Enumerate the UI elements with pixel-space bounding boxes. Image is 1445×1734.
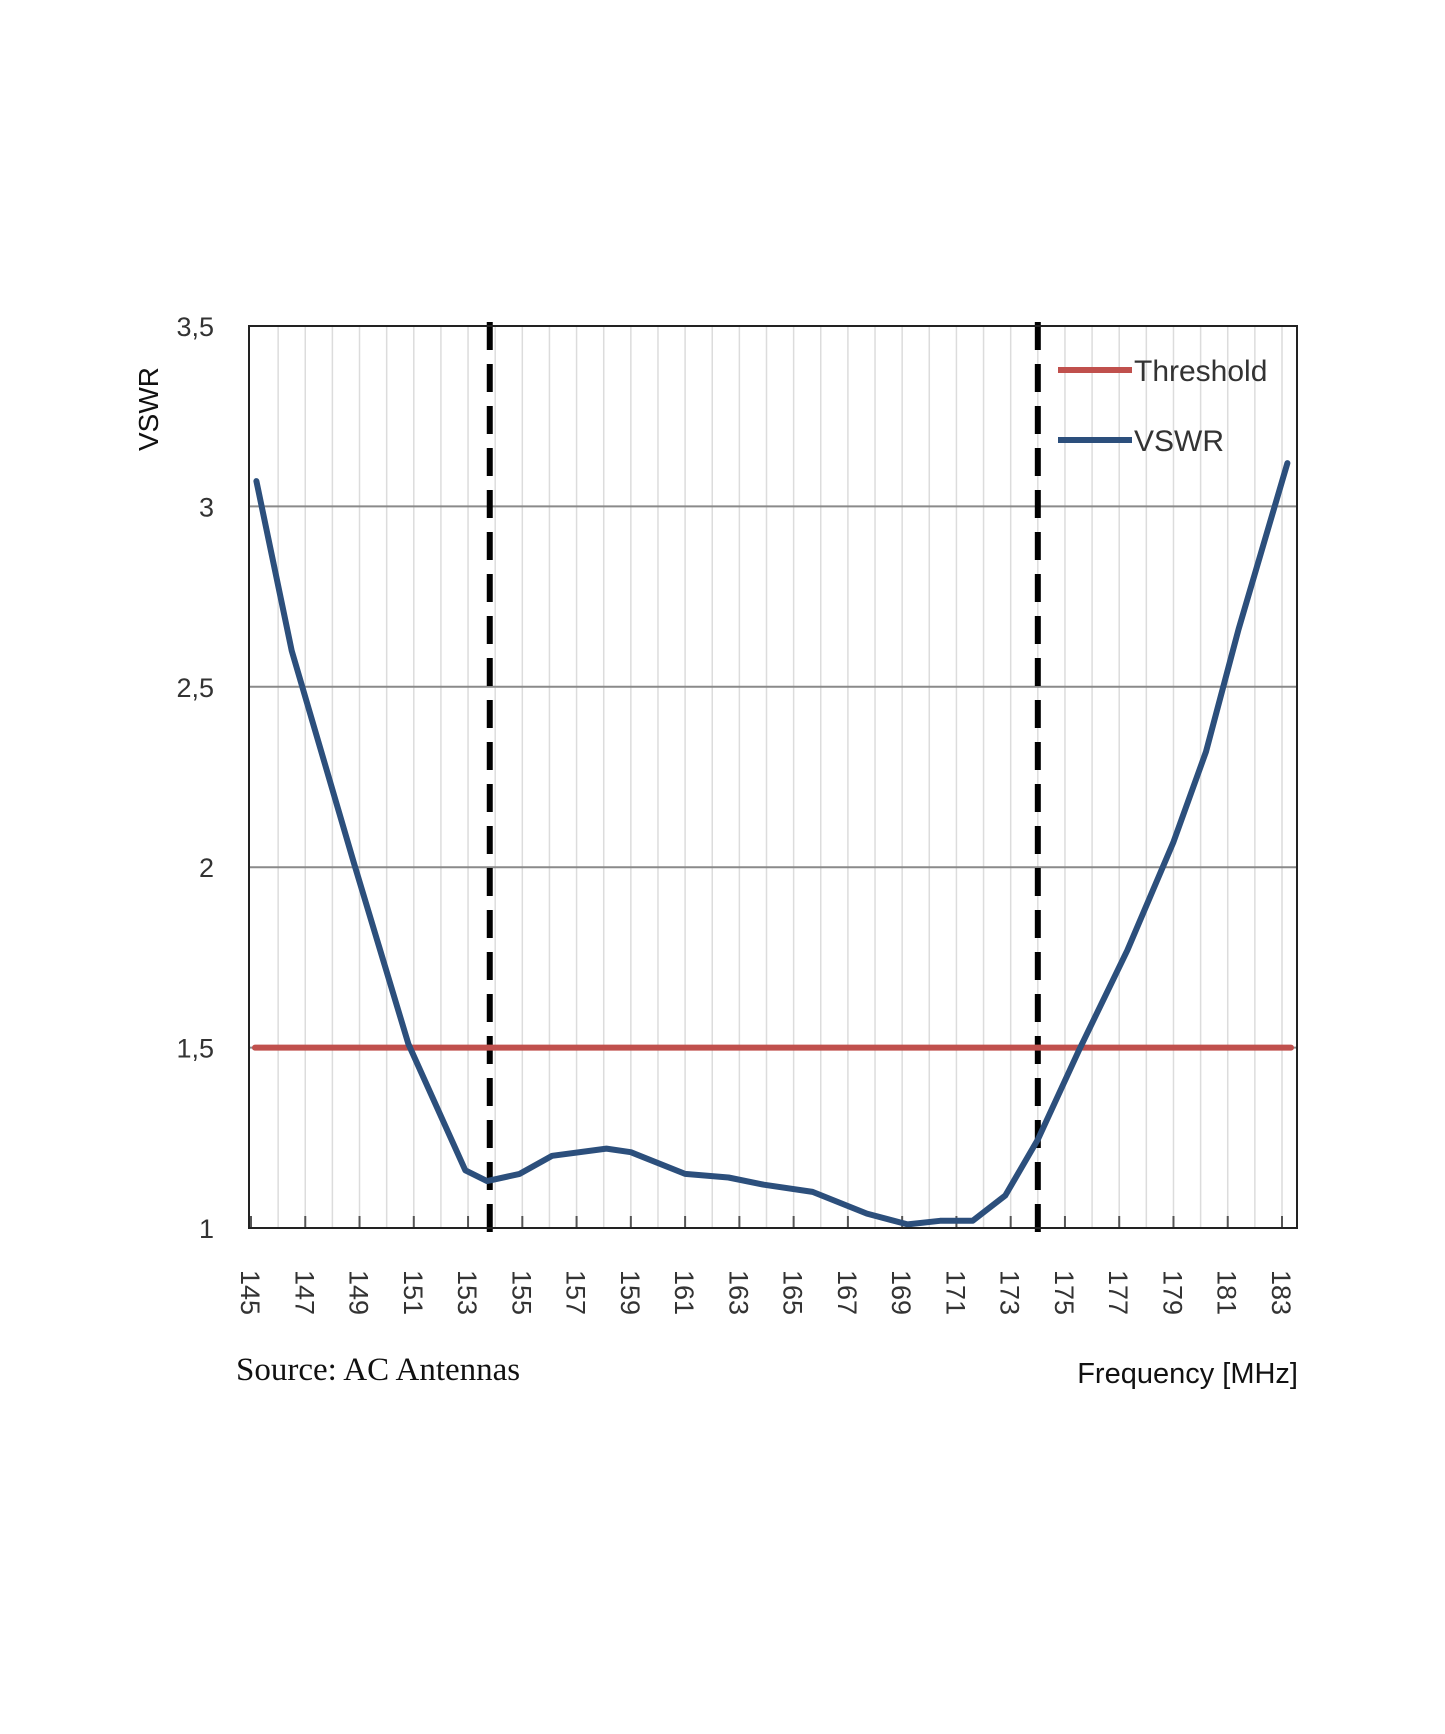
y-tick-label: 1,5 [176, 1034, 214, 1064]
x-tick-label: 155 [506, 1270, 536, 1315]
y-axis-label: VSWR [133, 367, 164, 451]
y-tick-label: 3,5 [176, 312, 214, 342]
x-tick-label: 145 [235, 1270, 265, 1315]
x-axis-label: Frequency [MHz] [1077, 1358, 1298, 1390]
x-tick-label: 173 [995, 1270, 1025, 1315]
plot-frame [248, 325, 1298, 1229]
y-ticks: 1 1,5 2 2,5 3 3,5 [176, 312, 214, 1244]
x-tick-label: 159 [615, 1270, 645, 1315]
grid [249, 326, 1297, 1228]
x-tick-label: 177 [1103, 1270, 1133, 1315]
x-tick-label: 163 [723, 1270, 753, 1315]
y-tick-label: 1 [199, 1214, 214, 1244]
x-tick-label: 169 [886, 1270, 916, 1315]
series [252, 460, 1294, 1228]
x-tick-label: 147 [289, 1270, 319, 1315]
x-tick-label: 171 [940, 1270, 970, 1315]
x-tick-label: 157 [561, 1270, 591, 1315]
x-tick-label: 153 [452, 1270, 482, 1315]
x-tick-label: 167 [832, 1270, 862, 1315]
y-tick-label: 3 [199, 492, 214, 522]
legend-label-vswr: VSWR [1134, 425, 1224, 458]
x-tick-label: 179 [1157, 1270, 1187, 1315]
x-ticks: 145 147 149 151 153 155 157 159 161 163 165 167 169 1… [235, 1270, 1296, 1315]
legend: Threshold VSWR [1058, 355, 1267, 458]
series-line-vswr [253, 460, 1291, 1228]
y-tick-label: 2 [199, 853, 214, 883]
y-tick-label: 2,5 [176, 673, 214, 703]
x-tick-label: 151 [398, 1270, 428, 1315]
source-note: Source: AC Antennas [236, 1352, 520, 1388]
band-markers [486, 322, 1041, 1232]
x-tick-label: 183 [1266, 1270, 1296, 1315]
x-tick-label: 161 [669, 1270, 699, 1315]
x-tick-label: 149 [344, 1270, 374, 1315]
x-tick-label: 165 [778, 1270, 808, 1315]
x-tick-label: 181 [1212, 1270, 1242, 1315]
x-tick-label: 175 [1049, 1270, 1079, 1315]
legend-label-threshold: Threshold [1134, 355, 1267, 388]
